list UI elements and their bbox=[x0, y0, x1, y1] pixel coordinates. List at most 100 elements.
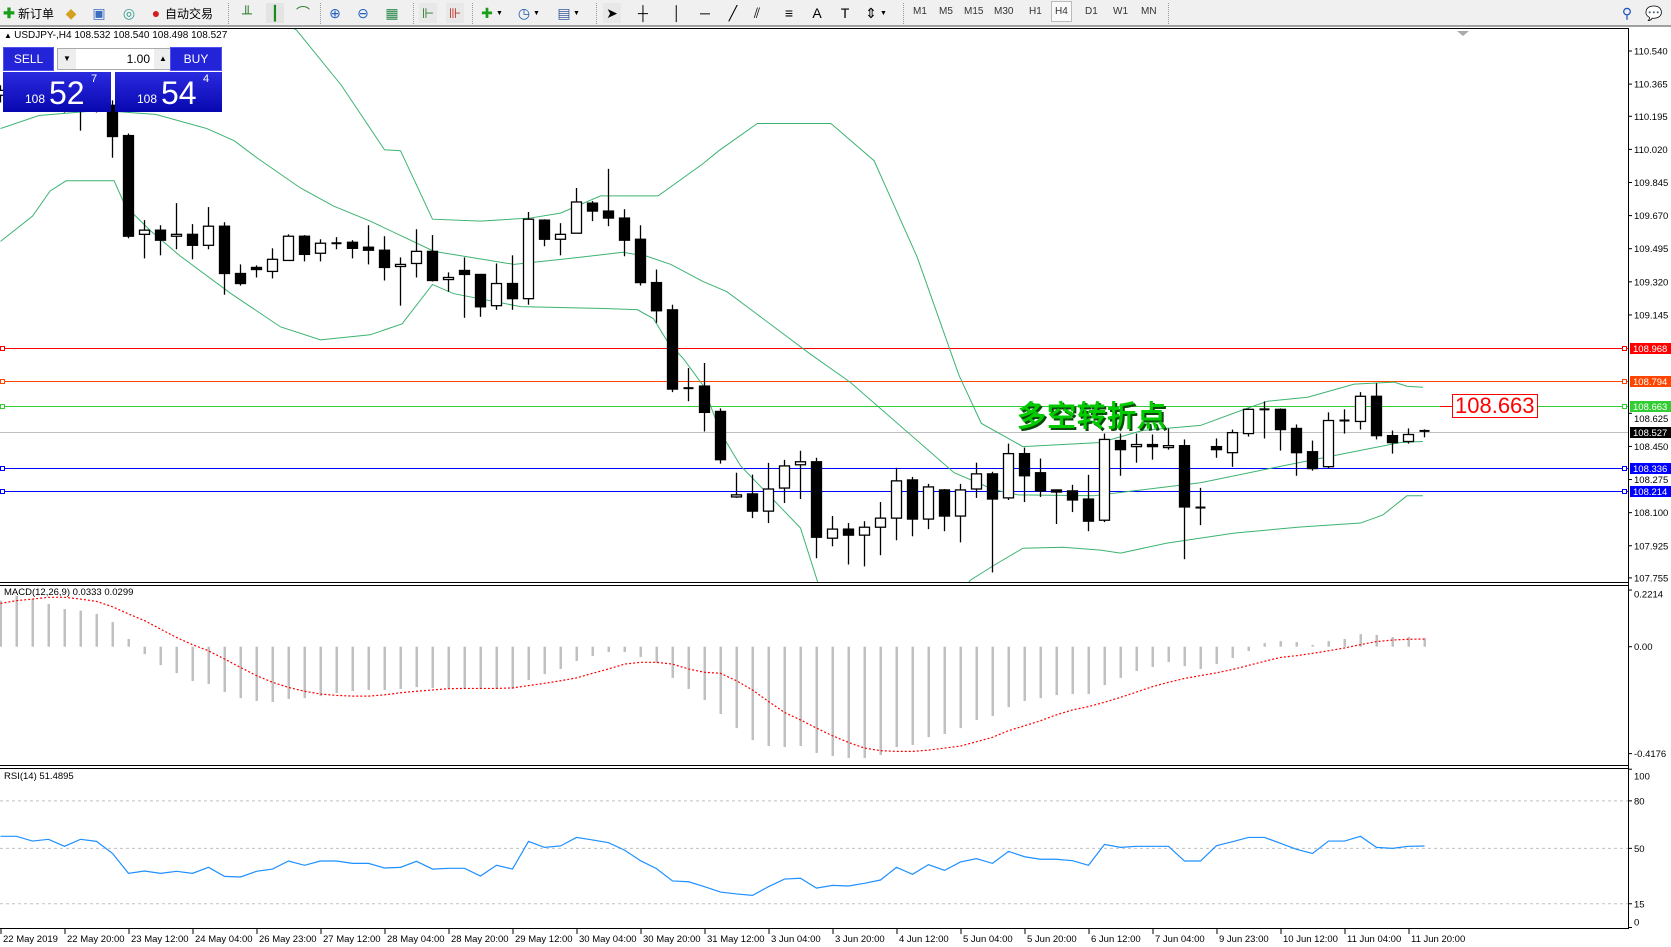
candle bbox=[346, 240, 359, 259]
volume-decrease-icon[interactable]: ▼ bbox=[58, 49, 76, 69]
sell-button[interactable]: SELL bbox=[3, 47, 54, 71]
macd-bar bbox=[623, 646, 626, 653]
price-tick-label: 110.540 bbox=[1634, 47, 1668, 58]
candle bbox=[266, 248, 279, 279]
sell-price-pips: 52 bbox=[49, 75, 85, 111]
timeframe-d1[interactable]: D1 bbox=[1085, 6, 1098, 17]
fibonacci-button[interactable]: ≡ bbox=[780, 3, 798, 23]
bar-chart-icon: ╨ bbox=[242, 5, 252, 21]
candle-body bbox=[218, 225, 231, 275]
periods-button[interactable]: ◷ ▼ bbox=[515, 3, 540, 23]
folder-icon: ◆ bbox=[65, 5, 77, 21]
macd-bar bbox=[591, 646, 594, 656]
clock-icon: ◷ bbox=[517, 5, 531, 21]
search-button[interactable]: ⚲ bbox=[1618, 3, 1636, 23]
bollinger-middle bbox=[0, 109, 1423, 497]
toolbar-separator bbox=[320, 3, 321, 24]
candle-body bbox=[810, 461, 823, 538]
templates-button[interactable]: ▤ ▼ bbox=[555, 3, 580, 23]
timeframe-m15[interactable]: M15 bbox=[964, 6, 984, 17]
indicators-button[interactable]: ✚ ▼ bbox=[478, 3, 503, 23]
macd-bar bbox=[1295, 642, 1298, 647]
buy-button[interactable]: BUY bbox=[170, 47, 222, 71]
volume-increase-icon[interactable]: ▲ bbox=[154, 49, 172, 69]
price-label-108663[interactable]: 108.663 bbox=[1452, 394, 1538, 418]
candle bbox=[298, 235, 311, 262]
macd-bar bbox=[415, 646, 418, 688]
timeframe-m30[interactable]: M30 bbox=[994, 6, 1014, 17]
auto-scroll-button[interactable]: ⊪ bbox=[446, 3, 464, 23]
line-chart-button[interactable]: ⌒ bbox=[294, 3, 312, 23]
buy-price[interactable]: 108 54 4 bbox=[115, 72, 222, 112]
time-axis[interactable]: 22 May 2019 22 May 20:00 23 May 12:00 24 Ma… bbox=[0, 929, 1465, 945]
candle bbox=[778, 459, 791, 503]
equidistant-channel-button[interactable]: ⫽ bbox=[748, 3, 766, 23]
dropdown-arrow-icon: ▼ bbox=[533, 9, 540, 17]
macd-bar bbox=[575, 646, 578, 662]
history-center-button[interactable]: ◆ bbox=[62, 3, 80, 23]
candle-body bbox=[1130, 443, 1143, 448]
new-order-button[interactable]: ✚ 新订单 bbox=[0, 3, 54, 23]
macd-bar bbox=[1215, 646, 1218, 665]
candle bbox=[794, 450, 807, 500]
timeframe-h4[interactable]: H4 bbox=[1051, 1, 1072, 22]
macd-bar bbox=[1039, 646, 1042, 699]
timeframe-mn[interactable]: MN bbox=[1141, 6, 1157, 17]
chat-button[interactable]: 💬 bbox=[1645, 3, 1663, 23]
time-label: 28 May 04:00 bbox=[387, 934, 445, 945]
time-label: 31 May 12:00 bbox=[707, 934, 765, 945]
chart-shift-marker[interactable] bbox=[1457, 31, 1469, 36]
auto-trading-icon: ● bbox=[151, 5, 161, 21]
timeframe-m5[interactable]: M5 bbox=[939, 6, 953, 17]
volume-input[interactable] bbox=[76, 49, 154, 69]
candle bbox=[138, 220, 151, 259]
macd-bar bbox=[1247, 646, 1250, 652]
line-chart-icon: ⌒ bbox=[296, 5, 310, 21]
cursor-button[interactable]: ➤ bbox=[603, 3, 621, 23]
volume-stepper[interactable]: ▼ ▲ bbox=[57, 48, 173, 70]
macd-bar bbox=[303, 646, 306, 699]
arrows-button[interactable]: ⇕ ▼ bbox=[862, 3, 887, 23]
hline-price-label: 108.968 bbox=[1633, 344, 1667, 355]
hline-anchor bbox=[1622, 466, 1627, 471]
tile-windows-button[interactable]: ▦ bbox=[383, 3, 401, 23]
add-indicator-icon: ✚ bbox=[481, 5, 493, 21]
crosshair-button[interactable]: ┼ bbox=[634, 3, 652, 23]
zoom-in-button[interactable]: ⊕ bbox=[326, 3, 344, 23]
zoom-out-button[interactable]: ⊖ bbox=[354, 3, 372, 23]
candle bbox=[378, 236, 391, 281]
candle bbox=[106, 100, 119, 158]
auto-trading-button[interactable]: ● 自动交易 bbox=[147, 3, 213, 23]
macd-bar bbox=[0, 600, 2, 647]
macd-bar bbox=[1311, 644, 1314, 647]
timeframe-w1[interactable]: W1 bbox=[1113, 6, 1128, 17]
chart-shift-button[interactable]: ⊩ bbox=[419, 3, 437, 23]
hline-price-label: 108.214 bbox=[1633, 487, 1667, 498]
candle bbox=[650, 269, 663, 323]
time-label: 29 May 12:00 bbox=[515, 934, 573, 945]
time-label: 22 May 20:00 bbox=[67, 934, 125, 945]
macd-bar bbox=[479, 646, 482, 689]
hline-price-tag bbox=[1630, 401, 1671, 412]
options-button[interactable]: ▣ bbox=[90, 3, 108, 23]
collapse-triangle-icon[interactable]: ▲ bbox=[4, 31, 15, 40]
timeframe-h1[interactable]: H1 bbox=[1029, 6, 1042, 17]
price-axis[interactable]: 110.540 110.365 110.195 110.020 109.845 109.6… bbox=[1628, 47, 1671, 929]
trendline-button[interactable]: ╱ bbox=[724, 3, 742, 23]
text-button[interactable]: A bbox=[808, 3, 826, 23]
channel-icon: ⫽ bbox=[753, 5, 761, 21]
sell-price[interactable]: 108 52 7 bbox=[3, 72, 111, 112]
signals-button[interactable]: ◎ bbox=[120, 3, 138, 23]
candlestick-button[interactable]: ┃ bbox=[266, 3, 284, 23]
macd-bar bbox=[15, 595, 18, 647]
vertical-line-button[interactable]: │ bbox=[668, 3, 686, 23]
bar-chart-button[interactable]: ╨ bbox=[238, 3, 256, 23]
text-label-button[interactable]: T bbox=[836, 3, 854, 23]
timeframe-m1[interactable]: M1 bbox=[913, 6, 927, 17]
price-tick-label: 107.925 bbox=[1634, 541, 1668, 552]
turning-point-annotation[interactable]: 多空转折点 bbox=[1017, 399, 1168, 433]
candle-body bbox=[1066, 490, 1079, 501]
macd-bar bbox=[1359, 634, 1362, 647]
horizontal-line-button[interactable]: ─ bbox=[696, 3, 714, 23]
